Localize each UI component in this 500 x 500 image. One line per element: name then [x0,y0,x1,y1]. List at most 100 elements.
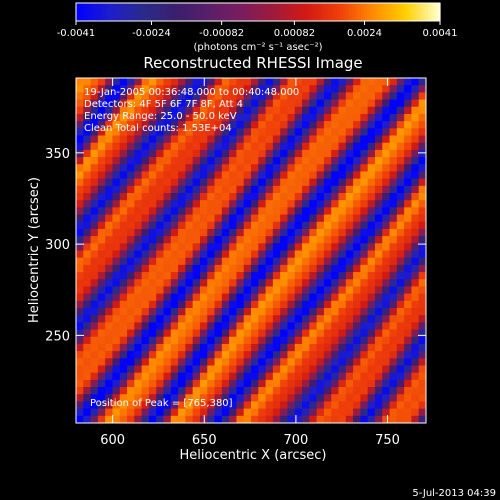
heatmap-cell [287,257,296,266]
heatmap-cell [382,85,391,93]
heatmap-cell [207,286,216,295]
heatmap-cell [360,379,369,388]
heatmap-cell [323,264,332,273]
heatmap-cell [90,106,99,115]
heatmap-cell [243,272,252,280]
heatmap-cell [302,329,310,338]
heatmap-cell [382,78,391,86]
heatmap-cell [302,408,310,417]
heatmap-cell [302,250,310,259]
heatmap-cell [272,315,281,323]
heatmap-cell [389,372,398,381]
colorbar-segment [139,3,144,21]
heatmap-cell [389,379,398,388]
heatmap-cell [309,78,318,86]
heatmap-cell [331,78,339,86]
heatmap-cell [76,343,84,352]
heatmap-cell [243,200,252,208]
heatmap-cell [353,308,361,316]
heatmap-cell [345,336,354,345]
heatmap-cell [396,264,405,273]
heatmap-cell [119,121,128,129]
heatmap-cell [374,272,383,280]
heatmap-cell [331,228,339,237]
heatmap-cell [309,286,318,295]
heatmap-cell [287,135,296,144]
heatmap-cell [338,200,347,208]
heatmap-cell [404,300,412,309]
heatmap-cell [338,272,347,280]
heatmap-cell [163,135,172,144]
heatmap-cell [214,387,223,395]
heatmap-cell [141,193,150,201]
heatmap-cell [345,214,354,223]
colorbar-segment [236,3,241,21]
heatmap-cell [360,171,369,180]
heatmap-cell [112,207,121,216]
heatmap-cell [331,243,339,251]
heatmap-cell [265,358,274,366]
heatmap-cell [331,185,339,194]
heatmap-cell [105,293,113,302]
heatmap-cell [112,178,121,187]
heatmap-cell [221,250,230,259]
heatmap-cell [258,142,267,151]
heatmap-cell [76,200,84,208]
heatmap-cell [178,387,186,395]
heatmap-cell [112,293,121,302]
heatmap-cell [353,78,361,86]
heatmap-cell [265,401,274,410]
heatmap-cell [90,351,99,359]
heatmap-cell [192,286,201,295]
heatmap-cell [418,78,427,86]
heatmap-cell [404,157,412,165]
colorbar-segment [345,3,350,21]
heatmap-cell [251,135,259,144]
colorbar-segment [221,3,226,21]
heatmap-cell [338,293,347,302]
heatmap-cell [316,99,325,108]
heatmap-cell [374,336,383,345]
heatmap-cell [418,372,427,381]
heatmap-cell [148,178,157,187]
heatmap-cell [76,250,84,259]
colorbar-segment [333,3,338,21]
heatmap-cell [156,171,164,180]
heatmap-cell [105,336,113,345]
heatmap-cell [251,106,259,115]
heatmap-cell [294,171,303,180]
heatmap-cell [185,365,194,374]
heatmap-cell [345,279,354,287]
heatmap-cell [192,415,201,424]
heatmap-cell [272,351,281,359]
heatmap-cell [214,193,223,201]
heatmap-cell [178,293,186,302]
heatmap-cell [134,300,143,309]
heatmap-cell [294,142,303,151]
colorbar-segment [373,3,377,21]
heatmap-cell [309,264,318,273]
heatmap-cell [141,85,150,93]
heatmap-cell [134,286,143,295]
heatmap-cell [418,236,427,244]
heatmap-cell [287,264,296,273]
heatmap-cell [374,415,383,424]
heatmap-cell [287,286,296,295]
colorbar-segment [197,3,201,21]
heatmap-cell [105,372,113,381]
heatmap-cell [316,221,325,230]
heatmap-cell [243,78,252,86]
heatmap-cell [418,308,427,316]
heatmap-cell [272,214,281,223]
heatmap-cell [396,214,405,223]
heatmap-cell [280,308,288,316]
heatmap-cell [221,106,230,115]
heatmap-cell [163,343,172,352]
heatmap-cell [185,214,194,223]
heatmap-cell [418,135,427,144]
heatmap-cell [323,293,332,302]
heatmap-cell [389,286,398,295]
heatmap-cell [382,193,391,201]
heatmap-cell [236,279,245,287]
heatmap-cell [280,286,288,295]
